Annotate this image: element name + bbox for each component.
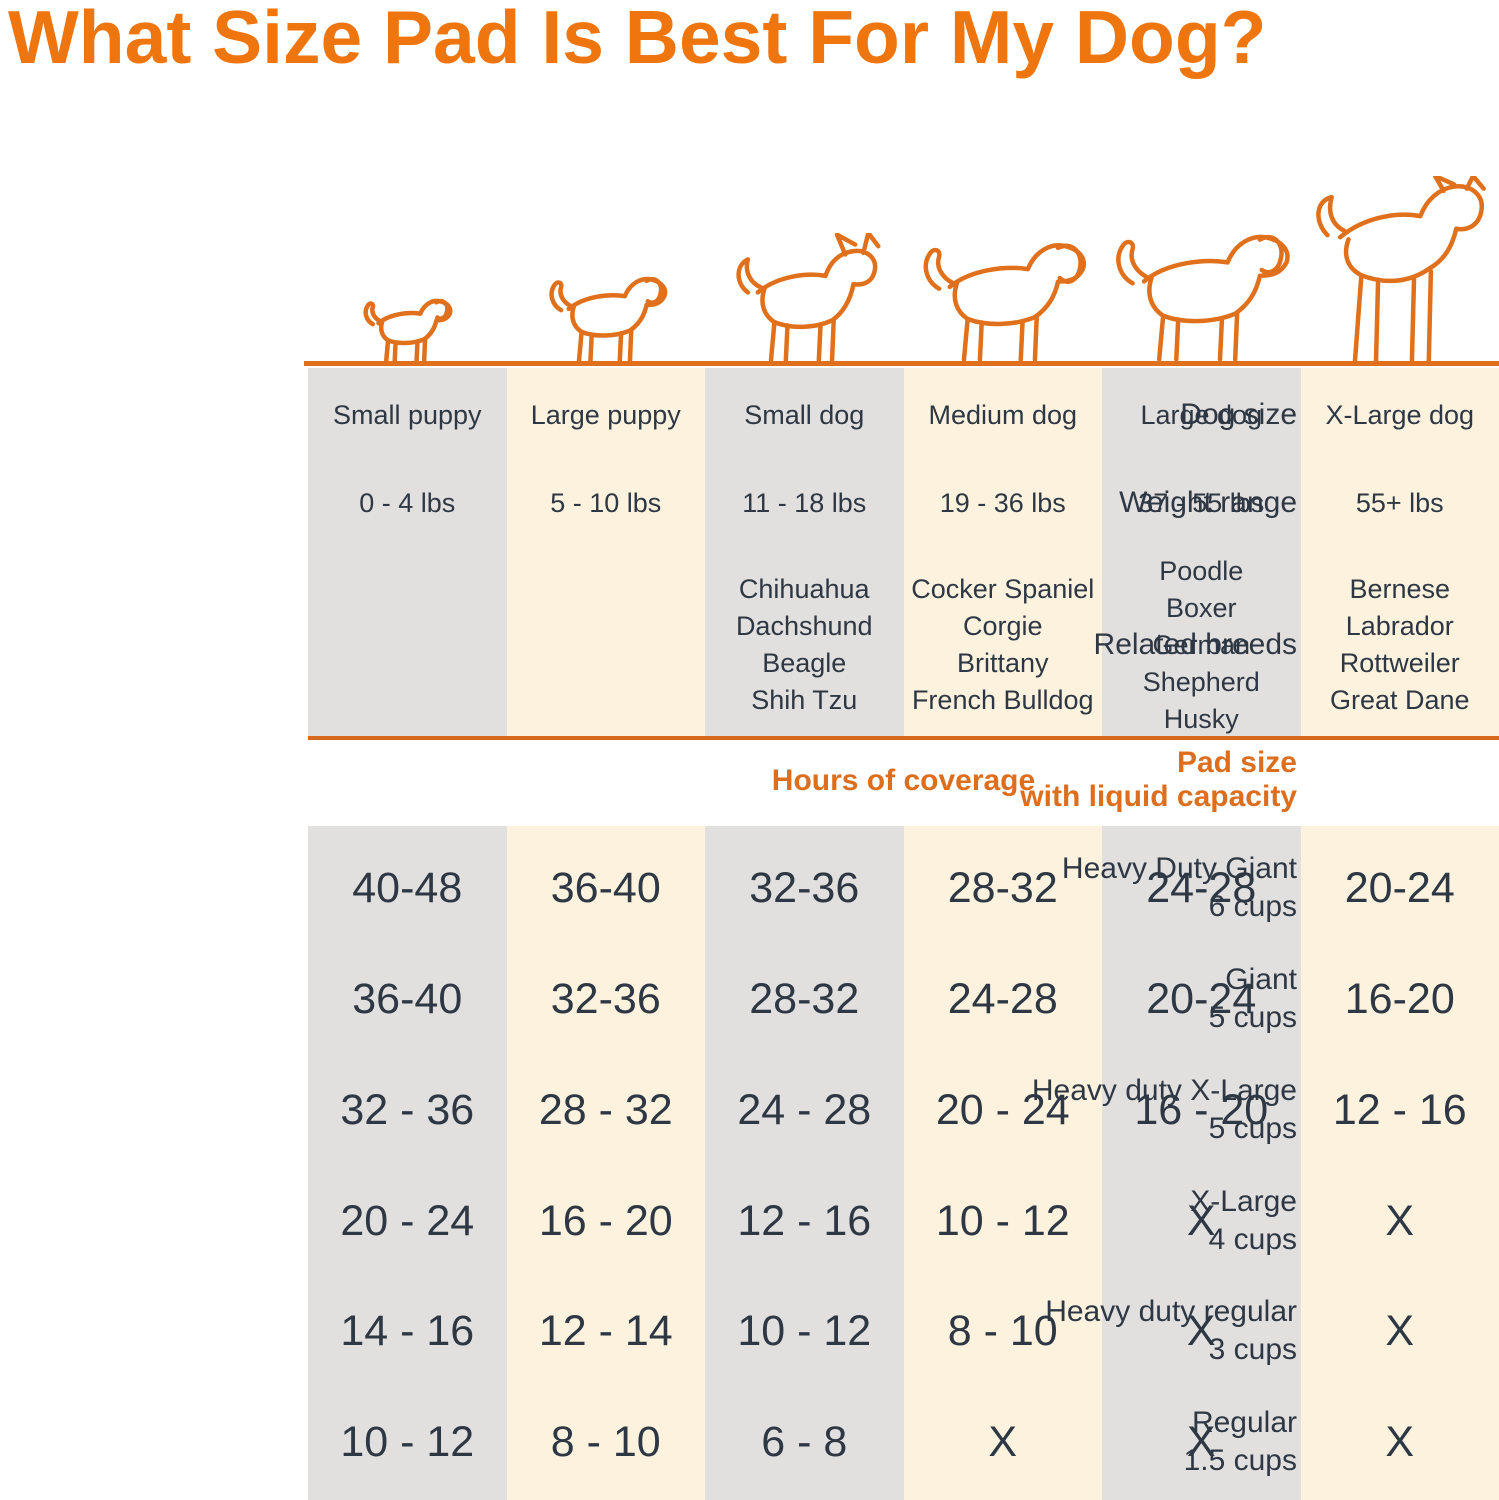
weight-range-cell: 37 - 55 lbs	[1138, 488, 1265, 518]
pad-row-label: Heavy duty X-Large 5 cups	[1032, 1072, 1297, 1148]
hours-cell: X	[988, 1418, 1018, 1466]
hours-cell: 8 - 10	[947, 1307, 1058, 1355]
column-header: X-Large dog	[1325, 400, 1475, 430]
column-header: Medium dog	[928, 400, 1078, 430]
column-stripe	[308, 826, 507, 1500]
pad-name: X-Large	[1190, 1185, 1297, 1218]
large-dog-icon	[1098, 213, 1304, 365]
pad-row-label: Heavy duty regular 3 cups	[1045, 1293, 1297, 1369]
hours-cell: X	[1385, 1418, 1415, 1466]
small-dog-icon	[721, 233, 887, 365]
related-breeds-cell: Cocker Spaniel Corgie Brittany French Bu…	[911, 574, 1095, 715]
hours-cell: X	[1186, 1307, 1216, 1355]
weight-range-cell: 0 - 4 lbs	[359, 488, 456, 518]
pad-name: Heavy Duty Giant	[1061, 852, 1297, 885]
pad-size-section-label: Pad size with liquid capacity	[1020, 746, 1297, 813]
column-stripe	[903, 368, 1102, 736]
column-header: Small dog	[744, 400, 865, 430]
hours-cell: 28-32	[947, 864, 1058, 912]
pad-capacity: 4 cups	[1208, 1223, 1297, 1256]
hours-cell: X	[1186, 1418, 1216, 1466]
hours-cell: 28 - 32	[538, 1086, 673, 1134]
hours-cell: 20-24	[1146, 975, 1257, 1023]
hours-cell: 12 - 14	[538, 1307, 673, 1355]
x-large-dog-icon	[1289, 176, 1499, 366]
row-label-weight-range: Weight range	[1119, 486, 1297, 519]
hours-cell: 16 - 20	[1134, 1086, 1269, 1134]
weight-range-cell: 19 - 36 lbs	[939, 488, 1066, 518]
related-breeds-cell	[507, 552, 706, 738]
column-stripe	[506, 368, 705, 736]
pad-name: Regular	[1191, 1406, 1297, 1439]
column-stripe	[1102, 368, 1301, 736]
pad-row-label: Regular 1.5 cups	[1184, 1404, 1297, 1480]
small-puppy-icon	[347, 289, 467, 365]
hours-of-coverage-header: Hours of coverage	[771, 764, 1036, 797]
hours-cell: 6 - 8	[761, 1418, 848, 1466]
hours-cell: 8 - 10	[550, 1418, 661, 1466]
pad-row-label: Giant 5 cups	[1209, 961, 1297, 1037]
column-stripe	[1300, 368, 1499, 736]
pad-name: Giant	[1225, 963, 1297, 996]
hours-cell: X	[1186, 1197, 1216, 1245]
section-divider-line	[308, 736, 1499, 740]
pad-capacity: 5 cups	[1208, 1001, 1297, 1034]
pad-row-label: Heavy Duty Giant 6 cups	[1062, 850, 1297, 926]
related-breeds-cell: Bernese Labrador Rottweiler Great Dane	[1329, 574, 1470, 715]
hours-cell: 20-24	[1344, 864, 1455, 912]
hours-cell: 24 - 28	[737, 1086, 872, 1134]
hours-cell: 12 - 16	[737, 1197, 872, 1245]
column-header: Large puppy	[530, 400, 681, 430]
related-breeds-cell: Poodle Boxer German Shepherd Husky	[1142, 555, 1260, 734]
hours-cell: 36-40	[550, 864, 661, 912]
hours-cell: 10 - 12	[340, 1418, 475, 1466]
ground-line	[304, 361, 1499, 366]
hours-cell: 36-40	[352, 975, 463, 1023]
related-breeds-cell	[308, 552, 507, 738]
hours-cell: 12 - 16	[1332, 1086, 1467, 1134]
pad-name: Heavy duty regular	[1045, 1295, 1297, 1328]
pad-row-label: X-Large 4 cups	[1190, 1183, 1297, 1259]
hours-cell: 24-28	[1146, 864, 1257, 912]
hours-cell: X	[1385, 1307, 1415, 1355]
weight-range-cell: 55+ lbs	[1355, 488, 1444, 518]
pad-capacity: 5 cups	[1208, 1112, 1297, 1145]
hours-cell: 20 - 24	[935, 1086, 1070, 1134]
column-stripe	[705, 826, 904, 1500]
hours-cell: 10 - 12	[935, 1197, 1070, 1245]
hours-cell: 28-32	[749, 975, 860, 1023]
hours-cell: 10 - 12	[737, 1307, 872, 1355]
column-header: Large dog	[1140, 400, 1263, 430]
weight-range-cell: 11 - 18 lbs	[742, 488, 867, 518]
large-puppy-icon	[533, 263, 681, 365]
column-stripe	[308, 368, 507, 736]
medium-dog-icon	[910, 223, 1096, 365]
related-breeds-cell: Chihuahua Dachshund Beagle Shih Tzu	[735, 574, 873, 715]
hours-cell: 16 - 20	[538, 1197, 673, 1245]
pad-capacity: 1.5 cups	[1183, 1444, 1297, 1477]
hours-cell: X	[1385, 1197, 1415, 1245]
column-stripe	[506, 826, 705, 1500]
hours-cell: 16-20	[1344, 975, 1455, 1023]
pad-capacity: 6 cups	[1208, 890, 1297, 923]
column-header: Small puppy	[332, 400, 482, 430]
hours-cell: 32-36	[550, 975, 661, 1023]
column-stripe	[705, 368, 904, 736]
hours-cell: 32 - 36	[340, 1086, 475, 1134]
row-label-dog-size: Dog size	[1180, 398, 1297, 431]
hours-cell: 14 - 16	[340, 1307, 475, 1355]
hours-cell: 20 - 24	[340, 1197, 475, 1245]
pad-capacity: 3 cups	[1208, 1333, 1297, 1366]
page-title: What Size Pad Is Best For My Dog?	[8, 0, 1267, 79]
hours-cell: 24-28	[947, 975, 1058, 1023]
hours-cell: 40-48	[352, 864, 463, 912]
row-label-related-breeds: Related breeds	[1093, 628, 1297, 661]
column-stripe	[903, 826, 1102, 1500]
pad-name: Heavy duty X-Large	[1031, 1074, 1297, 1107]
column-stripe	[1102, 826, 1301, 1500]
hours-cell: 32-36	[749, 864, 860, 912]
weight-range-cell: 5 - 10 lbs	[550, 488, 662, 518]
column-stripe	[1300, 826, 1499, 1500]
